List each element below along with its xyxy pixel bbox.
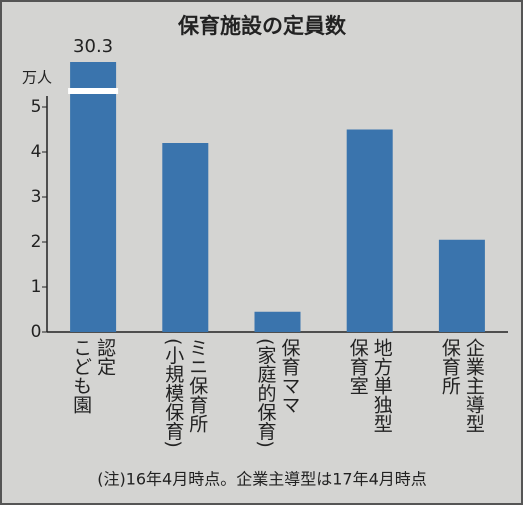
y-tick-label: 2 bbox=[31, 232, 42, 252]
chart-title: 保育施設の定員数 bbox=[177, 14, 347, 38]
x-tick-label: 保育室 bbox=[346, 338, 369, 395]
bar bbox=[438, 239, 485, 332]
x-tick-label: (小規模保育) bbox=[162, 338, 185, 448]
axis-break bbox=[68, 88, 119, 94]
bar bbox=[162, 143, 209, 332]
note: (注)16年4月時点。企業主導型は17年4月時点 bbox=[97, 470, 427, 489]
x-tick-label: 保育所 bbox=[438, 338, 461, 395]
y-tick-label: 4 bbox=[31, 142, 42, 162]
x-tick-label: 企業主導型 bbox=[462, 338, 485, 433]
x-tick-label: こども園 bbox=[70, 338, 93, 414]
y-tick-label: 5 bbox=[31, 97, 42, 117]
bar bbox=[70, 62, 117, 332]
x-tick-label: 地方単独型 bbox=[370, 338, 393, 433]
y-tick-label: 0 bbox=[31, 322, 42, 342]
x-tick-label: (家庭的保育) bbox=[254, 338, 277, 448]
y-tick-label: 1 bbox=[31, 277, 42, 297]
bar bbox=[346, 129, 393, 332]
bar bbox=[254, 311, 301, 332]
y-unit: 万人 bbox=[22, 69, 52, 87]
x-tick-label: 認定 bbox=[94, 338, 117, 376]
x-tick-label: 保育ママ bbox=[278, 338, 301, 414]
y-tick-label: 3 bbox=[31, 187, 42, 207]
x-tick-label: ミニ保育所 bbox=[186, 338, 209, 433]
value-label: 30.3 bbox=[73, 36, 113, 57]
